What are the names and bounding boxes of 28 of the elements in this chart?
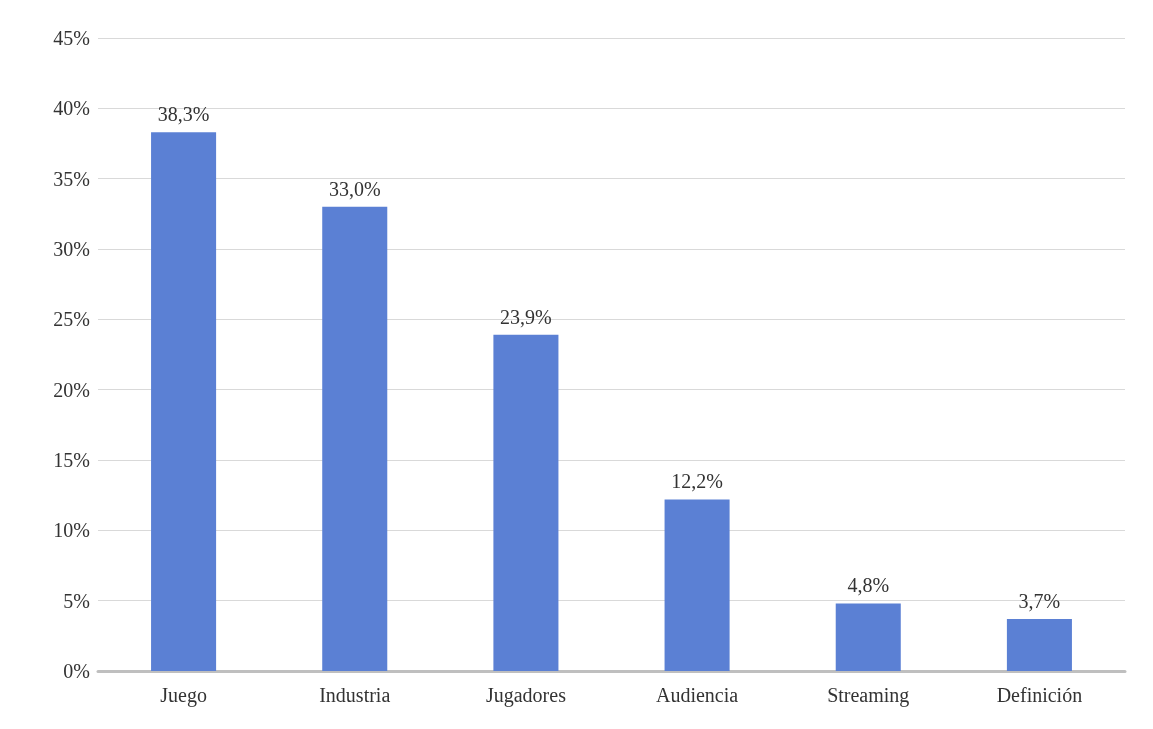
x-tick-label: Juego xyxy=(160,684,207,707)
data-label: 33,0% xyxy=(328,177,381,200)
bar xyxy=(151,132,217,671)
y-tick-label: 35% xyxy=(53,167,90,190)
x-tick-label: Industria xyxy=(319,684,391,706)
y-tick-label: 30% xyxy=(53,238,90,260)
data-label: 23,9% xyxy=(500,305,552,328)
y-tick-label: 5% xyxy=(63,589,90,612)
x-tick-label: Audiencia xyxy=(655,684,739,706)
bar xyxy=(1006,618,1072,671)
x-tick-label: Jugadores xyxy=(485,684,567,707)
y-tick-label: 0% xyxy=(63,660,90,682)
data-label: 12,2% xyxy=(671,470,723,493)
data-label: 3,7% xyxy=(1018,589,1061,612)
bar xyxy=(664,499,730,671)
y-tick-label: 10% xyxy=(53,519,90,542)
x-tick-label: Definición xyxy=(996,684,1083,706)
y-tick-label: 25% xyxy=(53,308,90,331)
bar xyxy=(835,603,901,671)
data-label: 4,8% xyxy=(847,574,890,597)
data-label: 38,3% xyxy=(157,103,210,126)
bar xyxy=(493,334,559,671)
y-tick-label: 40% xyxy=(53,97,90,120)
y-tick-label: 45% xyxy=(53,27,90,49)
y-tick-label: 20% xyxy=(53,378,90,401)
x-tick-label: Streaming xyxy=(827,684,910,707)
bar xyxy=(322,206,388,671)
y-tick-label: 15% xyxy=(53,449,90,471)
